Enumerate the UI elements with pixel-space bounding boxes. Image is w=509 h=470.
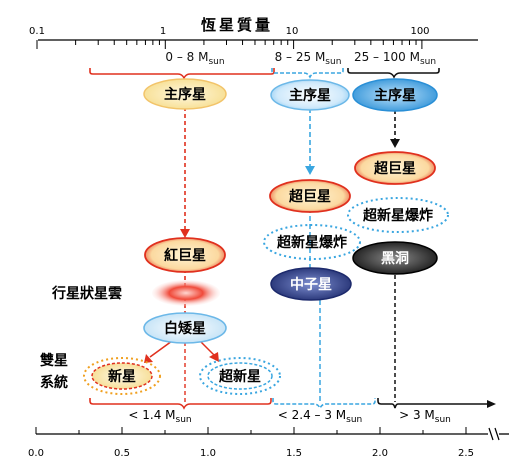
binary-system-line1: 雙星 bbox=[40, 352, 68, 369]
node-supernova-mid: 超新星爆炸 bbox=[263, 224, 361, 260]
bottom-tick-2-0: 2.0 bbox=[372, 448, 388, 459]
node-main-sequence-high: 主序星 bbox=[352, 78, 438, 112]
main-seq-low-label: 主序星 bbox=[164, 86, 206, 103]
mass-range-high-label: 25 – 100 M bbox=[354, 50, 420, 64]
neutron-star-label: 中子星 bbox=[290, 276, 332, 293]
top-tick-1: 1 bbox=[160, 26, 166, 37]
svg-text:8 – 25 Msun: 8 – 25 Msun bbox=[275, 50, 342, 67]
white-dwarf-limit-label: < 1.4 M bbox=[128, 408, 175, 422]
svg-text:0 – 8 Msun: 0 – 8 Msun bbox=[165, 50, 224, 67]
planetary-nebula-glow bbox=[152, 280, 220, 306]
node-white-dwarf: 白矮星 bbox=[143, 312, 227, 344]
axis-break-mark bbox=[488, 427, 500, 441]
node-supernova-low: 超新星 bbox=[199, 357, 281, 395]
white-dwarf-limit-sub: sun bbox=[176, 415, 192, 425]
node-black-hole: 黑洞 bbox=[352, 241, 438, 275]
node-main-sequence-low: 主序星 bbox=[143, 78, 227, 110]
mass-range-mid-sub: sun bbox=[325, 57, 341, 67]
red-giant-label: 紅巨星 bbox=[164, 247, 206, 264]
brace-neutron bbox=[272, 398, 376, 410]
remnant-range-white-dwarf: < 1.4 Msun bbox=[89, 398, 272, 425]
brace-white-dwarf bbox=[89, 398, 272, 410]
bottom-axis: 0.0 0.5 1.0 1.5 2.0 2.5 bbox=[28, 427, 509, 459]
node-nova: 新星 bbox=[83, 357, 161, 395]
bottom-tick-0-5: 0.5 bbox=[114, 448, 130, 459]
node-main-sequence-mid: 主序星 bbox=[270, 79, 350, 111]
mass-range-high-sub: sun bbox=[420, 57, 436, 67]
main-seq-mid-label: 主序星 bbox=[289, 87, 331, 104]
main-seq-high-label: 主序星 bbox=[374, 87, 416, 104]
bottom-tick-1-0: 1.0 bbox=[200, 448, 216, 459]
node-supernova-high: 超新星爆炸 bbox=[347, 197, 449, 233]
neutron-limit-label: < 2.4 – 3 M bbox=[278, 408, 346, 422]
top-axis: 恆星質量 0.1 1 10 100 bbox=[29, 16, 478, 49]
black-hole-limit-label: > 3 M bbox=[399, 408, 435, 422]
top-tick-0-1: 0.1 bbox=[29, 26, 45, 37]
black-hole-label: 黑洞 bbox=[381, 251, 409, 267]
svg-text:< 1.4 Msun: < 1.4 Msun bbox=[128, 408, 191, 425]
arrow-black-hole bbox=[487, 400, 496, 408]
brace-black-hole bbox=[377, 398, 488, 409]
top-tick-10: 10 bbox=[286, 26, 299, 37]
bottom-tick-1-5: 1.5 bbox=[286, 448, 302, 459]
brace-low bbox=[89, 68, 275, 80]
binary-system-label: 雙星 系統 bbox=[40, 352, 68, 391]
binary-system-line2: 系統 bbox=[40, 374, 68, 391]
supergiant-high-label: 超巨星 bbox=[373, 160, 416, 177]
mass-range-high: 25 – 100 Msun bbox=[347, 50, 440, 79]
top-tick-100: 100 bbox=[410, 26, 429, 37]
node-planetary-nebula: 行星狀星雲 bbox=[51, 280, 220, 306]
mass-range-low-sub: sun bbox=[208, 57, 224, 67]
mass-range-mid-label: 8 – 25 M bbox=[275, 50, 326, 64]
bottom-tick-0-0: 0.0 bbox=[28, 448, 44, 459]
remnant-range-black-hole: > 3 Msun bbox=[377, 398, 496, 425]
brace-high bbox=[347, 68, 440, 79]
bottom-tick-2-5: 2.5 bbox=[458, 448, 474, 459]
nova-label: 新星 bbox=[108, 368, 136, 385]
white-dwarf-label: 白矮星 bbox=[164, 320, 206, 337]
mass-range-low: 0 – 8 Msun bbox=[89, 50, 275, 80]
svg-text:< 2.4 – 3 Msun: < 2.4 – 3 Msun bbox=[278, 408, 363, 425]
node-red-giant: 紅巨星 bbox=[144, 237, 226, 273]
mass-range-low-label: 0 – 8 M bbox=[165, 50, 208, 64]
mass-range-mid: 8 – 25 Msun bbox=[271, 50, 344, 79]
planetary-nebula-label: 行星狀星雲 bbox=[51, 285, 122, 302]
top-axis-title: 恆星質量 bbox=[200, 16, 273, 34]
brace-mid bbox=[271, 68, 344, 79]
svg-text:25 – 100 Msun: 25 – 100 Msun bbox=[354, 50, 436, 67]
supernova-high-label: 超新星爆炸 bbox=[362, 207, 433, 224]
remnant-range-neutron: < 2.4 – 3 Msun bbox=[272, 398, 376, 425]
svg-text:> 3 Msun: > 3 Msun bbox=[399, 408, 451, 425]
supergiant-mid-label: 超巨星 bbox=[288, 188, 331, 205]
node-supergiant-mid: 超巨星 bbox=[269, 179, 351, 213]
black-hole-limit-sub: sun bbox=[435, 415, 451, 425]
node-neutron-star: 中子星 bbox=[270, 267, 352, 301]
node-supergiant-high: 超巨星 bbox=[354, 151, 436, 185]
neutron-limit-sub: sun bbox=[346, 415, 362, 425]
supernova-low-label: 超新星 bbox=[218, 368, 261, 385]
supernova-mid-label: 超新星爆炸 bbox=[276, 234, 347, 251]
